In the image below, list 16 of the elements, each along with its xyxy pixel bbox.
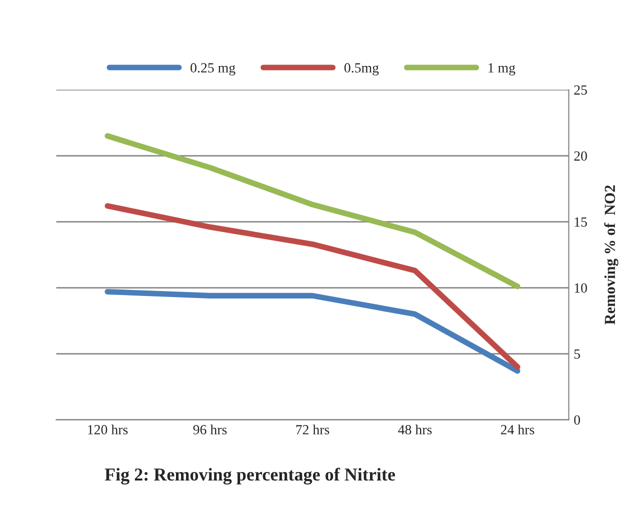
y-tick-label: 0 bbox=[574, 415, 580, 425]
y-axis-title: Removing % of NO2 bbox=[604, 185, 618, 325]
y-tick-label: 20 bbox=[574, 151, 587, 161]
x-tick-label: 96 hrs bbox=[193, 424, 227, 434]
x-tick-label: 24 hrs bbox=[500, 424, 534, 434]
legend-label: 0.5mg bbox=[344, 63, 379, 76]
y-tick-label: 15 bbox=[574, 217, 587, 227]
legend-label: 0.25 mg bbox=[190, 63, 236, 76]
x-tick-label: 72 hrs bbox=[296, 424, 330, 434]
text: Fig 2: Removing percentage of Nitrite bbox=[104, 468, 396, 484]
x-tick-label: 120 hrs bbox=[88, 424, 128, 434]
x-tick-label: 48 hrs bbox=[398, 424, 432, 434]
y-tick-label: 5 bbox=[574, 349, 580, 359]
y-tick-label: 25 bbox=[574, 85, 587, 95]
y-tick-label: 10 bbox=[574, 283, 587, 293]
legend-label: 1 mg bbox=[488, 63, 516, 76]
